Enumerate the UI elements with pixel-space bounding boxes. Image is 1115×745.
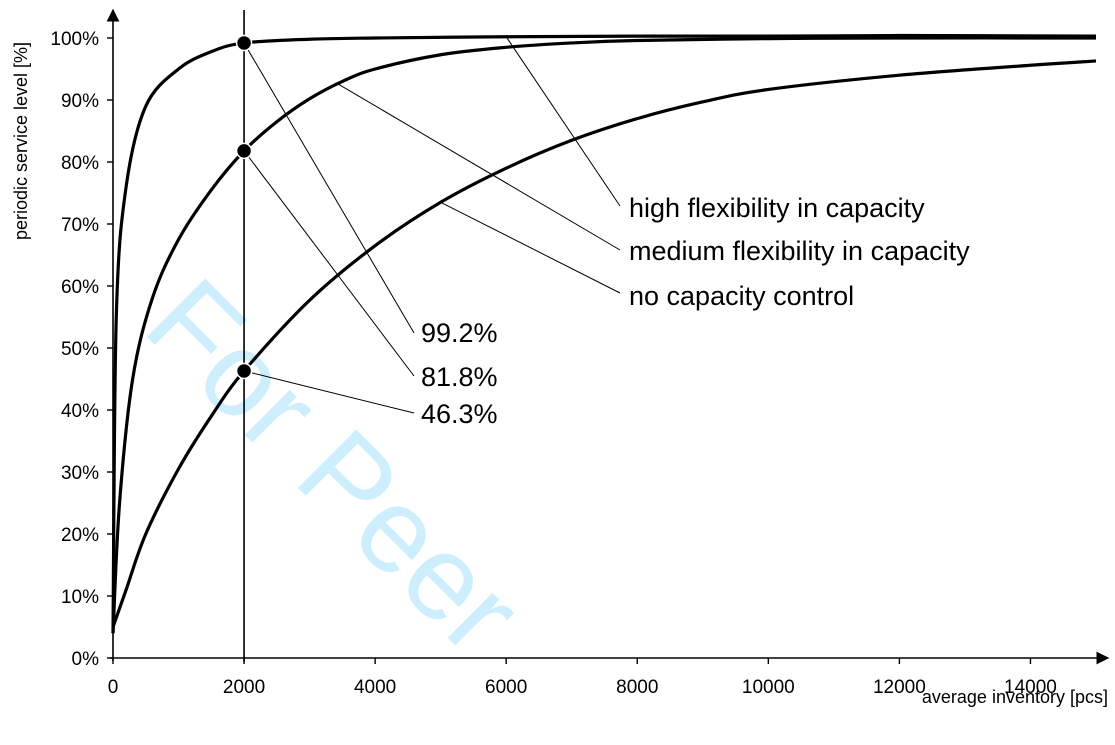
x-tick-label: 10000 [742,677,795,698]
series-leader-line [440,201,621,294]
y-tick-label: 70% [61,215,99,236]
series-line-medium-flexibility [111,36,1097,634]
y-tick-label: 90% [61,91,99,112]
x-tick-label: 2000 [223,677,265,698]
x-tick-label: 4000 [354,677,396,698]
y-axis-ticks: 0% 10% 20% 30% 40% 50% 60% 70% 80% 90% 100% [50,29,113,670]
y-tick-label: 30% [61,463,99,484]
series-line-high-flexibility [111,33,1097,634]
x-axis-label: average inventory [pcs] [922,687,1108,707]
x-axis-ticks: 0 2000 4000 6000 8000 10000 12000 14000 [108,658,1057,698]
value-leader-line [243,370,415,414]
y-tick-label: 40% [61,401,99,422]
y-tick-label: 100% [50,29,99,50]
data-point-marker [235,362,253,380]
y-tick-label: 10% [61,587,99,608]
series-label-no-capacity-control: no capacity control [629,281,854,311]
y-tick-label: 20% [61,525,99,546]
value-leader-line [243,150,415,377]
x-tick-label: 14000 [1004,677,1057,698]
y-axis-label: periodic service level [%] [11,42,31,240]
y-tick-label: 50% [61,339,99,360]
data-markers [235,34,253,380]
series-leader-line [505,36,621,207]
series-lines [111,33,1097,634]
series-label-medium-flexibility: medium flexibility in capacity [629,236,970,266]
value-label-none: 46.3% [421,399,498,429]
y-tick-label: 60% [61,277,99,298]
series-line-no-capacity-control [111,59,1097,628]
value-label-high: 99.2% [421,318,498,348]
series-leader-line [335,82,621,251]
y-tick-label: 0% [72,649,100,670]
x-tick-label: 8000 [616,677,658,698]
x-tick-label: 12000 [873,677,926,698]
data-point-marker [235,34,253,52]
value-leader-line [243,42,415,334]
value-label-medium: 81.8% [421,362,498,392]
data-point-marker [235,142,253,160]
series-label-high-flexibility: high flexibility in capacity [629,193,925,223]
x-tick-label: 0 [108,677,119,698]
leader-lines [243,36,621,414]
y-tick-label: 80% [61,153,99,174]
x-tick-label: 6000 [485,677,527,698]
